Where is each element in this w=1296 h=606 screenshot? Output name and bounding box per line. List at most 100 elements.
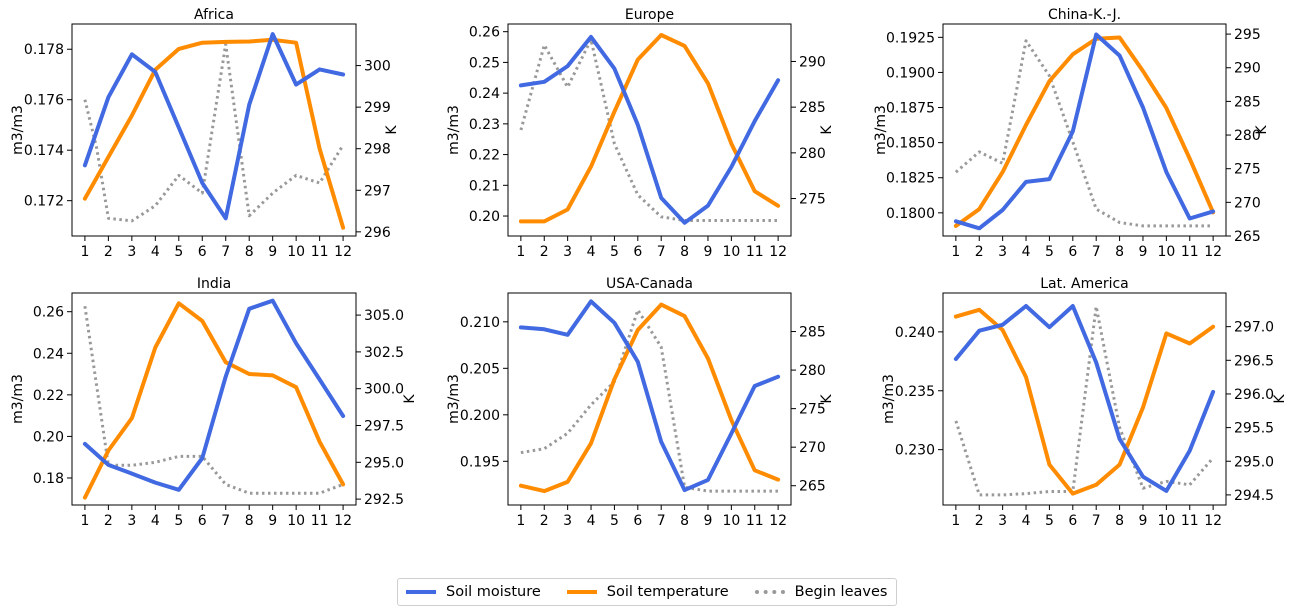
x-tick-label-11-lat-america: 11 — [1181, 513, 1199, 529]
x-tick-label-7-africa: 7 — [221, 244, 230, 260]
y2-axis-label-usa-canada: K — [819, 394, 835, 404]
x-tick-label-12-usa-canada: 12 — [769, 513, 787, 529]
x-tick-label-6-africa: 6 — [198, 244, 207, 260]
x-tick-label-8-europe: 8 — [680, 244, 689, 260]
y2-axis-label-europe: K — [819, 125, 835, 135]
x-tick-label-6-china-k-j: 6 — [1068, 244, 1077, 260]
y2-tick-label-4-india: 302.5 — [364, 345, 404, 361]
series-line-soil-temperature-europe — [518, 33, 781, 224]
y-tick-label-3-china-k-j: 0.1875 — [886, 101, 935, 117]
plot-frame-africa — [71, 23, 357, 237]
x-tick-label-7-lat-america: 7 — [1092, 513, 1101, 529]
y-tick-label-1-usa-canada: 0.200 — [460, 408, 500, 424]
y-axis-label-china-k-j: m3/m3 — [873, 105, 889, 155]
y-tick-label-3-india: 0.24 — [33, 346, 64, 362]
x-tick-label-9-europe: 9 — [704, 244, 713, 260]
plot-frame-lat-america — [942, 292, 1227, 506]
x-tick-label-2-europe: 2 — [540, 244, 549, 260]
series-line-soil-moisture-europe — [518, 34, 781, 225]
legend-item-soil-moisture: Soil moisture — [406, 584, 541, 600]
y-tick-label-5-china-k-j: 0.1925 — [886, 30, 935, 46]
x-tick-label-9-africa: 9 — [268, 244, 277, 260]
y-axis-label-india: m3/m3 — [10, 374, 26, 424]
x-tick-label-7-europe: 7 — [657, 244, 666, 260]
x-tick-label-12-china-k-j: 12 — [1204, 244, 1222, 260]
y-tick-label-6-europe: 0.26 — [469, 25, 500, 41]
x-tick-label-1-usa-canada: 1 — [516, 513, 525, 529]
x-tick-label-11-africa: 11 — [311, 244, 329, 260]
y-tick-label-2-africa: 0.176 — [24, 93, 64, 109]
x-tick-label-12-lat-america: 12 — [1204, 513, 1222, 529]
panel-lat-america: 1 2 3 4 5 6 7 8 9 10 11 120.2300.2350.240294.5295.0… — [881, 276, 1288, 529]
y2-tick-label-0-europe: 275 — [799, 192, 826, 208]
panel-india: 1 2 3 4 5 6 7 8 9 10 11 120.180.200.220.240.26292.5… — [10, 276, 418, 529]
x-tick-label-8-usa-canada: 8 — [680, 513, 689, 529]
plot-frame-india — [71, 292, 357, 506]
x-tick-label-10-europe: 10 — [722, 244, 740, 260]
y-tick-label-4-europe: 0.24 — [469, 86, 500, 102]
x-tick-label-10-india: 10 — [287, 513, 305, 529]
x-tick-label-3-europe: 3 — [563, 244, 572, 260]
x-tick-label-6-usa-canada: 6 — [633, 513, 642, 529]
y-tick-label-0-africa: 0.172 — [24, 194, 64, 210]
x-tick-label-1-china-k-j: 1 — [951, 244, 960, 260]
y-tick-label-0-lat-america: 0.230 — [895, 443, 935, 459]
x-tick-label-5-usa-canada: 5 — [610, 513, 619, 529]
y-tick-label-1-india: 0.20 — [33, 429, 64, 445]
series-line-begin-leaves-africa — [83, 42, 345, 223]
x-tick-label-1-europe: 1 — [516, 244, 525, 260]
y2-axis-label-lat-america: K — [1272, 394, 1288, 404]
x-tick-label-8-africa: 8 — [245, 244, 254, 260]
series-line-begin-leaves-usa-canada — [520, 308, 779, 493]
series-line-soil-moisture-africa — [82, 32, 346, 221]
x-tick-label-9-india: 9 — [268, 513, 277, 529]
x-tick-label-6-europe: 6 — [633, 244, 642, 260]
series-line-begin-leaves-china-k-j — [954, 39, 1214, 228]
series-line-soil-moisture-usa-canada — [518, 299, 781, 493]
legend-swatch-soil-temperature — [566, 590, 597, 594]
y2-tick-label-0-africa: 296 — [364, 225, 391, 241]
panel-china-k-j: 1 2 3 4 5 6 7 8 9 10 11 120.18000.18250.18500.18750… — [873, 7, 1270, 260]
plot-frame-usa-canada — [507, 292, 792, 506]
x-tick-label-9-lat-america: 9 — [1139, 513, 1148, 529]
series-line-begin-leaves-lat-america — [954, 305, 1215, 497]
x-tick-label-1-africa: 1 — [80, 244, 89, 260]
y-tick-label-1-europe: 0.21 — [469, 178, 500, 194]
series-line-soil-moisture-india — [82, 298, 346, 492]
y2-axis-label-africa: K — [384, 125, 400, 135]
y2-axis-label-china-k-j: K — [1254, 125, 1270, 135]
x-tick-label-8-china-k-j: 8 — [1115, 244, 1124, 260]
x-tick-label-4-lat-america: 4 — [1022, 513, 1031, 529]
legend-item-begin-leaves: Begin leaves — [754, 584, 887, 600]
y2-tick-label-2-europe: 285 — [799, 100, 826, 116]
panel-title-china-k-j: China-K.-J. — [1048, 7, 1121, 23]
y-tick-label-5-europe: 0.25 — [469, 55, 500, 71]
y-tick-label-2-lat-america: 0.240 — [895, 325, 935, 341]
x-tick-label-12-africa: 12 — [334, 244, 352, 260]
y2-tick-label-5-lat-america: 297.0 — [1234, 320, 1274, 336]
y-tick-label-0-europe: 0.20 — [469, 209, 500, 225]
x-tick-label-5-africa: 5 — [174, 244, 183, 260]
y-axis-label-europe: m3/m3 — [446, 105, 462, 155]
y2-tick-label-3-usa-canada: 280 — [799, 363, 826, 379]
x-tick-label-1-lat-america: 1 — [951, 513, 960, 529]
x-tick-label-3-china-k-j: 3 — [998, 244, 1007, 260]
y-axis-label-africa: m3/m3 — [10, 105, 26, 155]
x-tick-label-4-china-k-j: 4 — [1022, 244, 1031, 260]
y2-tick-label-1-europe: 280 — [799, 146, 826, 162]
x-tick-label-10-usa-canada: 10 — [722, 513, 740, 529]
x-tick-label-11-india: 11 — [311, 513, 329, 529]
y2-tick-label-2-china-k-j: 275 — [1234, 162, 1261, 178]
legend-swatch-soil-moisture — [406, 590, 436, 594]
y-tick-label-2-usa-canada: 0.205 — [460, 361, 500, 377]
x-tick-label-3-africa: 3 — [127, 244, 136, 260]
x-tick-label-12-india: 12 — [334, 513, 352, 529]
y-tick-label-0-usa-canada: 0.195 — [460, 454, 500, 470]
x-tick-label-4-usa-canada: 4 — [587, 513, 596, 529]
x-tick-label-4-europe: 4 — [587, 244, 596, 260]
x-tick-label-4-africa: 4 — [151, 244, 160, 260]
legend-item-soil-temperature: Soil temperature — [566, 584, 729, 600]
x-tick-label-7-india: 7 — [221, 513, 230, 529]
y2-tick-label-0-india: 292.5 — [364, 492, 404, 508]
